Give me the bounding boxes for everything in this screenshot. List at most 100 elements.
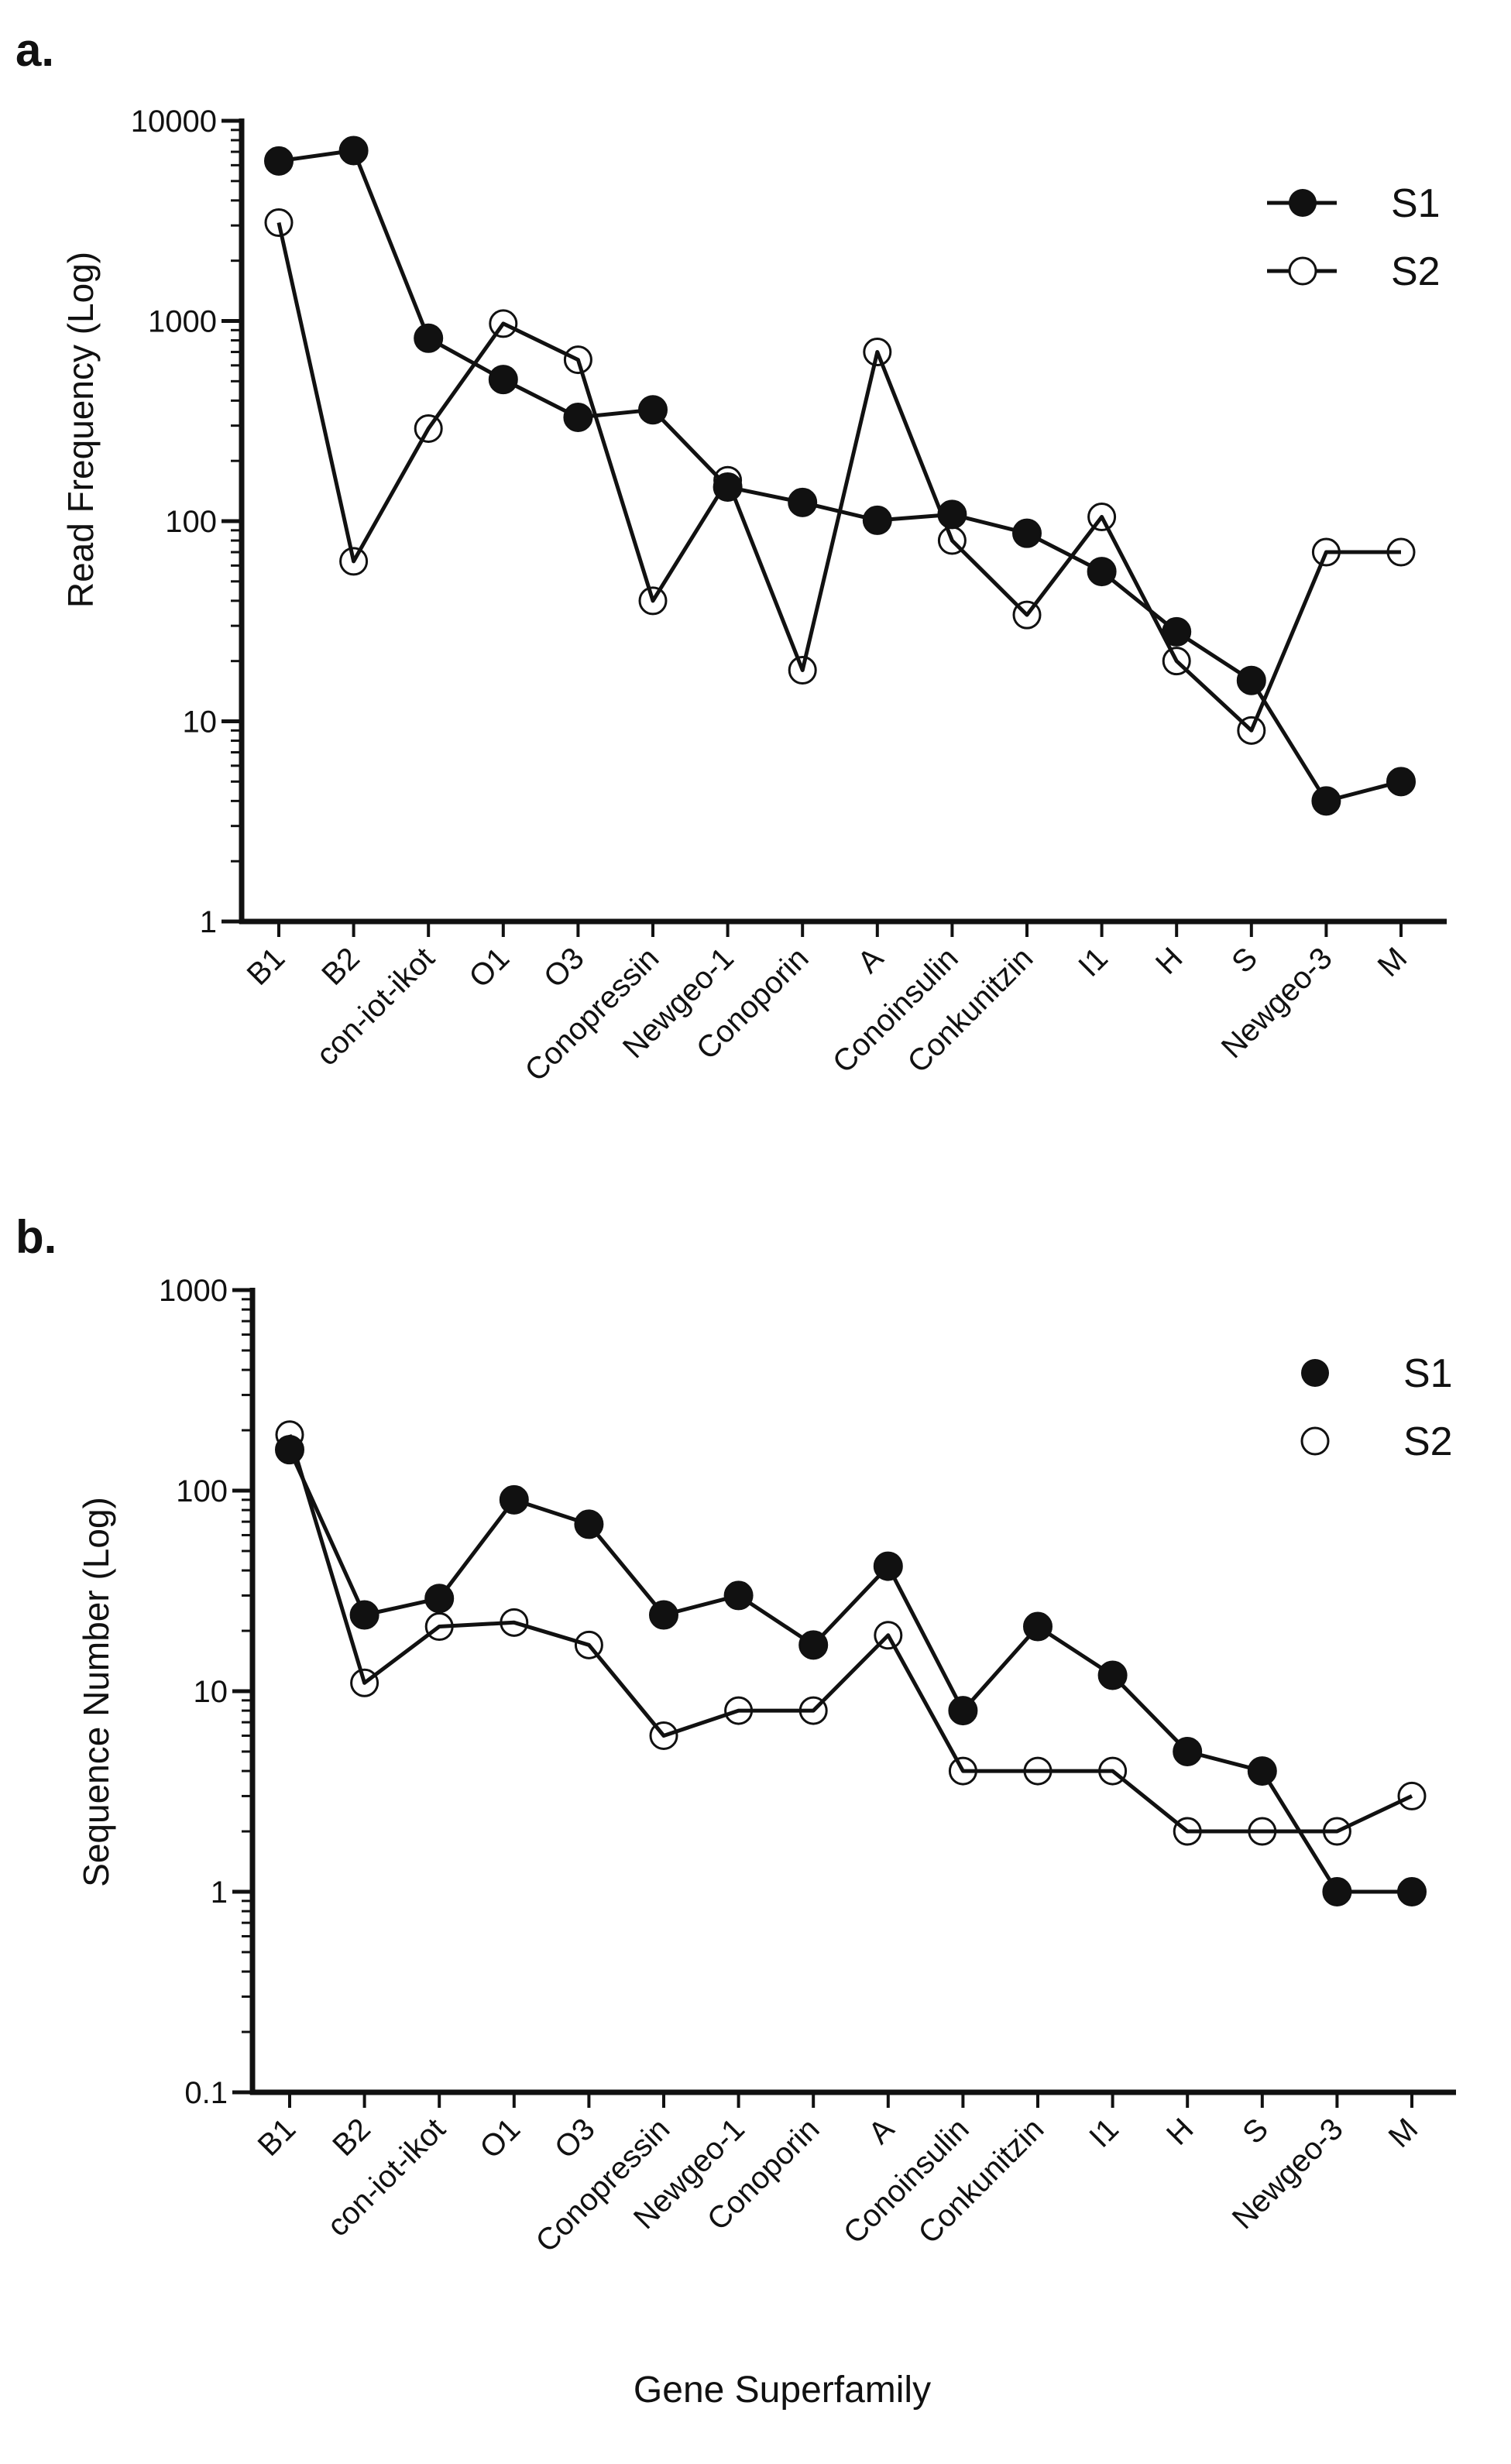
pb-point-S1 — [649, 1600, 678, 1630]
pa-point-S2 — [339, 547, 369, 576]
pb-point-S2 — [1098, 1756, 1128, 1786]
pb-x-tick-label: I1 — [1083, 2112, 1125, 2154]
pb-legend-S1-marker — [1301, 1359, 1329, 1387]
pb-x-tick-label: O1 — [473, 2112, 527, 2165]
pa-x-tick-label: H — [1149, 941, 1190, 981]
pa-point-S2 — [1311, 537, 1341, 567]
pa-x-tick-label: I1 — [1072, 941, 1114, 983]
pb-x-tick-label: B2 — [326, 2112, 377, 2163]
pb-point-S1 — [1023, 1611, 1053, 1642]
pb-x-axis-label: Gene Superfamily — [634, 2370, 931, 2411]
pa-x-tick-label: A — [851, 941, 890, 980]
pb-point-S2 — [1322, 1817, 1351, 1846]
pa-point-S2 — [1087, 503, 1117, 532]
pa-series-S1-line — [278, 148, 1402, 803]
pb-point-S1 — [798, 1630, 829, 1660]
pa-point-S1 — [788, 487, 818, 517]
pa-y-tick-label: 1 — [200, 905, 217, 939]
pb-point-S1 — [1322, 1877, 1352, 1906]
pb-point-S2 — [1397, 1781, 1427, 1810]
pa-x-tick-label: S — [1225, 941, 1264, 980]
pa-point-S1 — [1311, 786, 1341, 816]
pa-point-S1 — [713, 472, 743, 502]
pb-point-S1 — [1397, 1877, 1427, 1906]
pa-y-axis-label: Read Frequency (Log) — [60, 252, 101, 608]
pa-point-S1 — [563, 402, 593, 432]
pa-x-tick-label: O3 — [537, 941, 591, 994]
pb-point-S2 — [574, 1630, 603, 1659]
pa-legend-S2-marker — [1288, 256, 1317, 286]
pa-point-S1 — [862, 505, 892, 535]
pa-point-S2 — [1012, 600, 1042, 630]
pb-point-S1 — [1173, 1736, 1203, 1766]
pa-x-tick-label: B1 — [241, 941, 292, 992]
pb-point-S1 — [574, 1509, 604, 1539]
pb-point-S1 — [499, 1484, 529, 1515]
pb-point-S1 — [1247, 1756, 1277, 1786]
pb-x-tick-label: M — [1382, 2112, 1425, 2154]
pb-y-axis-label: Sequence Number (Log) — [76, 1497, 116, 1887]
pa-x-tick-label: O1 — [462, 941, 516, 994]
pa-point-S1 — [1087, 557, 1117, 587]
pb-series-S2-line — [287, 1434, 1413, 1834]
pb-y-tick-label: 1000 — [159, 1274, 228, 1308]
pa-point-S2 — [788, 656, 817, 685]
pa-point-S1 — [414, 323, 444, 353]
panel-a-label: a. — [15, 24, 54, 76]
pb-point-S2 — [350, 1668, 379, 1697]
pb-x-tick-label: A — [862, 2112, 901, 2150]
pa-point-S1 — [638, 395, 668, 425]
pb-point-S1 — [424, 1584, 455, 1614]
pb-point-S2 — [1173, 1817, 1202, 1846]
pb-point-S2 — [874, 1621, 903, 1650]
pb-legend-S2-marker — [1300, 1426, 1330, 1456]
pb-series-S1-line — [287, 1449, 1412, 1894]
pa-point-S1 — [1386, 767, 1416, 797]
pb-y-tick-label: 10 — [194, 1675, 228, 1709]
pb-x-tick-label: S — [1236, 2112, 1275, 2150]
pb-point-S2 — [1023, 1756, 1053, 1786]
pb-point-S2 — [798, 1696, 828, 1725]
pb-point-S1 — [948, 1696, 978, 1726]
pb-point-S1 — [723, 1580, 754, 1611]
pa-point-S2 — [563, 345, 592, 375]
pb-legend-S1-label: S1 — [1403, 1351, 1453, 1396]
pb-point-S1 — [873, 1551, 903, 1581]
pa-x-tick-label: M — [1372, 941, 1414, 983]
pb-point-S1 — [349, 1600, 379, 1630]
panel-b-label: b. — [15, 1211, 57, 1263]
pa-point-S1 — [1236, 665, 1266, 695]
pa-point-S2 — [863, 338, 892, 367]
pa-y-tick-label: 1000 — [148, 305, 217, 339]
pb-point-S2 — [500, 1608, 529, 1637]
pb-legend-S2-label: S2 — [1403, 1419, 1453, 1464]
pa-point-S1 — [1012, 518, 1042, 548]
pa-point-S2 — [1386, 537, 1416, 567]
pb-y-tick-label: 0.1 — [184, 2076, 228, 2110]
pa-point-S2 — [489, 309, 518, 338]
pb-x-tick-label: B1 — [252, 2112, 303, 2163]
pa-point-S2 — [414, 414, 443, 443]
pb-point-S2 — [948, 1756, 977, 1786]
pb-y-tick-label: 100 — [176, 1474, 228, 1508]
pb-y-tick-label: 1 — [211, 1875, 228, 1910]
pa-point-S1 — [338, 136, 369, 166]
pa-point-S1 — [937, 499, 967, 530]
pb-point-S2 — [1248, 1817, 1277, 1846]
pa-y-tick-label: 100 — [165, 505, 217, 539]
pa-legend-S1-marker — [1289, 189, 1317, 217]
pa-point-S2 — [638, 586, 668, 616]
pa-point-S1 — [1162, 616, 1192, 647]
pa-series-S2-line — [276, 221, 1401, 733]
pa-x-tick-label: B2 — [315, 941, 366, 992]
pa-legend-S1-label: S1 — [1391, 181, 1441, 226]
pa-point-S2 — [264, 208, 294, 237]
pb-point-S1 — [275, 1435, 304, 1465]
pa-legend-S2-label: S2 — [1391, 249, 1441, 294]
pa-y-tick-label: 10 — [183, 705, 218, 740]
pb-x-tick-label: H — [1160, 2112, 1200, 2152]
pa-point-S2 — [1237, 716, 1266, 745]
pb-x-tick-label: O3 — [548, 2112, 602, 2165]
pa-point-S1 — [264, 146, 294, 176]
